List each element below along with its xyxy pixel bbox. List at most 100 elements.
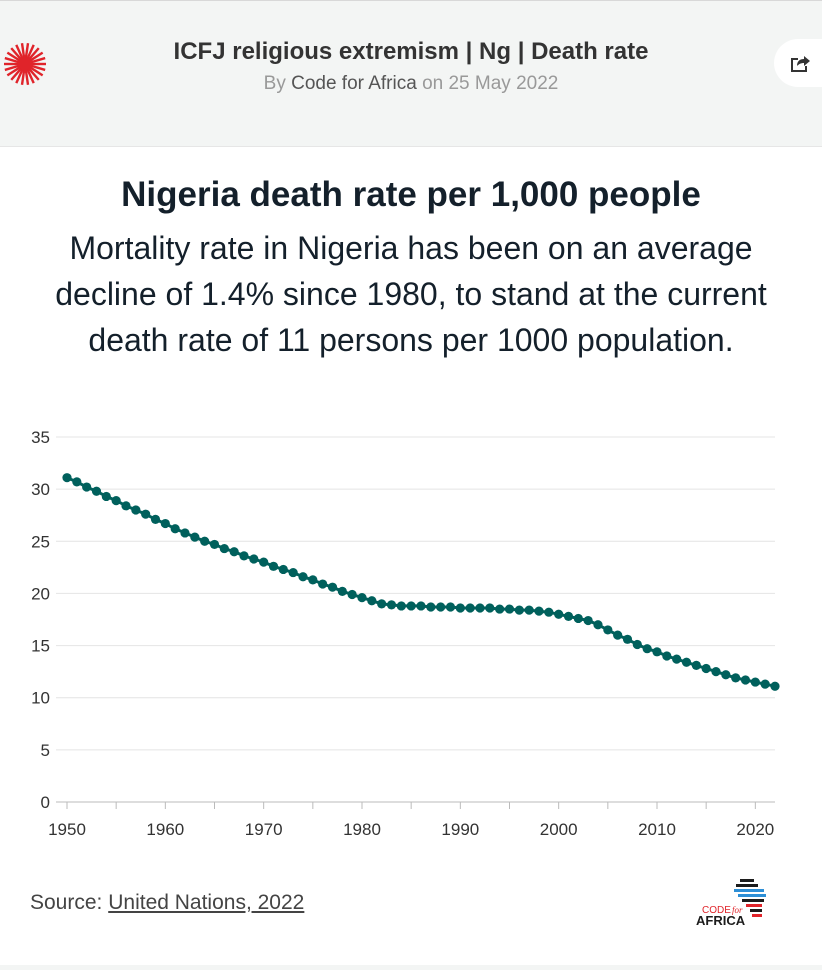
data-point[interactable] <box>249 554 259 564</box>
x-tick-label: 1950 <box>48 820 86 839</box>
data-point[interactable] <box>662 651 672 661</box>
data-point[interactable] <box>455 603 465 613</box>
data-point[interactable] <box>495 604 505 614</box>
data-point[interactable] <box>288 567 298 578</box>
data-point[interactable] <box>613 630 623 640</box>
byline: By Code for Africa on 25 May 2022 <box>0 73 822 95</box>
data-point[interactable] <box>436 602 446 612</box>
data-point[interactable] <box>504 604 515 614</box>
data-point[interactable] <box>652 647 662 657</box>
data-point[interactable] <box>377 599 387 609</box>
x-tick-label: 1960 <box>146 820 184 839</box>
data-point[interactable] <box>91 486 102 496</box>
x-tick-label: 1980 <box>343 820 381 839</box>
data-point[interactable] <box>347 589 357 600</box>
red-starburst-logo-icon <box>4 43 46 85</box>
line-chart: 0 5 10 15 20 25 30 35 1950 1960 1970 1980 1990 2000 2… <box>31 428 780 839</box>
y-tick-label: 0 <box>41 793 50 812</box>
data-point[interactable] <box>62 473 72 483</box>
brand-for-text: for <box>732 905 743 915</box>
data-point[interactable] <box>554 609 564 619</box>
data-point[interactable] <box>760 679 770 689</box>
brand-code-text: CODE <box>702 905 731 916</box>
data-point[interactable] <box>563 611 574 621</box>
data-point[interactable] <box>485 603 495 613</box>
data-point[interactable] <box>426 602 436 612</box>
source-link[interactable]: United Nations, 2022 <box>108 891 305 914</box>
data-point[interactable] <box>681 657 692 667</box>
data-point[interactable] <box>603 625 613 635</box>
data-point[interactable] <box>642 644 652 654</box>
share-icon <box>791 56 810 72</box>
data-point[interactable] <box>534 606 544 616</box>
data-point[interactable] <box>406 601 416 611</box>
data-point[interactable] <box>465 603 475 613</box>
data-point[interactable] <box>524 605 534 615</box>
data-point[interactable] <box>150 514 161 524</box>
data-point[interactable] <box>672 654 682 664</box>
data-point[interactable] <box>141 509 151 519</box>
data-point[interactable] <box>239 551 249 561</box>
chart-subtitle: Mortality rate in Nigeria has been on an… <box>55 230 767 358</box>
data-point[interactable] <box>750 677 760 687</box>
code-for-africa-logo-icon[interactable]: CODE for AFRICA <box>696 877 786 929</box>
data-point[interactable] <box>357 593 367 603</box>
data-point[interactable] <box>416 601 426 611</box>
data-point[interactable] <box>445 602 456 612</box>
data-point[interactable] <box>259 557 269 567</box>
data-point[interactable] <box>367 596 377 606</box>
x-tick-label: 2000 <box>540 820 578 839</box>
data-point[interactable] <box>622 634 633 644</box>
data-point[interactable] <box>101 491 111 502</box>
report-title: ICFJ religious extremism | Ng | Death ra… <box>173 38 649 65</box>
y-tick-label: 20 <box>31 584 50 603</box>
brand-africa-text: AFRICA <box>696 913 746 928</box>
y-tick-label: 5 <box>41 741 50 760</box>
data-point[interactable] <box>298 572 308 582</box>
data-point[interactable] <box>632 639 642 650</box>
data-point[interactable] <box>229 547 239 557</box>
data-point[interactable] <box>327 582 338 592</box>
data-point[interactable] <box>209 539 220 550</box>
data-point[interactable] <box>278 564 288 575</box>
data-point[interactable] <box>475 603 485 613</box>
x-tick-label: 2020 <box>736 820 774 839</box>
chart-title: Nigeria death rate per 1,000 people <box>121 175 701 214</box>
data-point[interactable] <box>219 543 229 554</box>
data-point[interactable] <box>396 601 406 611</box>
data-point[interactable] <box>82 482 92 492</box>
source-note: Source: United Nations, 2022 <box>30 891 304 915</box>
date-prefix: on <box>422 73 444 94</box>
data-point[interactable] <box>111 496 121 506</box>
data-point[interactable] <box>770 681 780 691</box>
data-point[interactable] <box>318 579 328 589</box>
data-point[interactable] <box>200 536 210 546</box>
data-point[interactable] <box>160 518 170 529</box>
data-point[interactable] <box>180 528 190 538</box>
data-point[interactable] <box>131 505 141 515</box>
data-point[interactable] <box>386 600 397 610</box>
data-point[interactable] <box>268 561 279 571</box>
data-point[interactable] <box>170 524 180 534</box>
data-point[interactable] <box>701 663 711 674</box>
data-point[interactable] <box>190 532 200 542</box>
data-point[interactable] <box>72 477 82 487</box>
y-tick-label: 15 <box>31 637 50 656</box>
data-point[interactable] <box>583 615 593 626</box>
data-point[interactable] <box>121 501 131 511</box>
data-point[interactable] <box>711 667 721 677</box>
data-point[interactable] <box>544 607 554 617</box>
data-point[interactable] <box>573 613 583 624</box>
data-point[interactable] <box>721 670 731 680</box>
data-point[interactable] <box>731 673 741 683</box>
author-link[interactable]: Code for Africa <box>291 73 417 94</box>
y-tick-label: 10 <box>31 689 50 708</box>
data-point[interactable] <box>337 586 347 596</box>
data-point[interactable] <box>691 660 701 670</box>
data-point[interactable] <box>514 605 524 615</box>
data-point[interactable] <box>593 620 603 630</box>
data-point[interactable] <box>308 575 318 585</box>
x-tick-label: 2010 <box>638 820 676 839</box>
share-button[interactable] <box>774 39 822 87</box>
data-point[interactable] <box>740 675 751 685</box>
